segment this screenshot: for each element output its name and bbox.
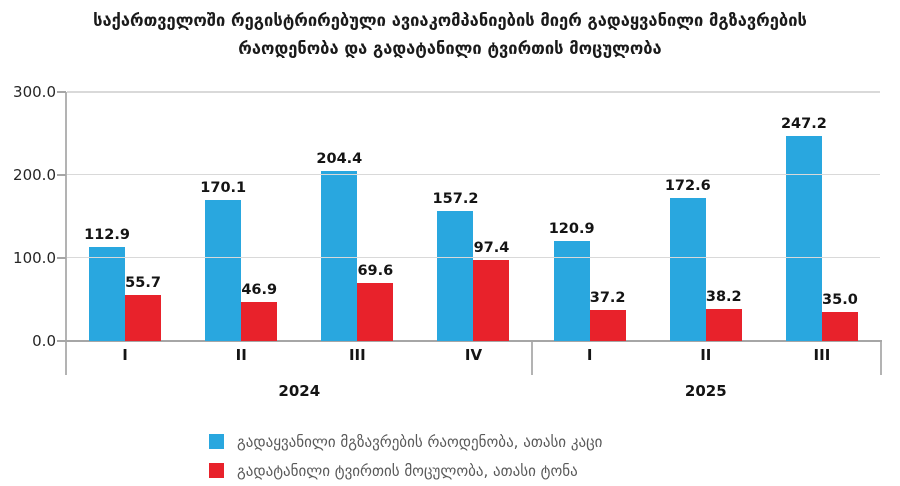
bar	[89, 247, 126, 341]
bar-column: 97.4	[473, 92, 510, 341]
legend-label-cargo: გადატანილი ტვირთის მოცულობა, ათასი ტონა	[237, 461, 578, 480]
bar-value-label: 204.4	[316, 151, 363, 168]
bar-group: 112.9 55.7	[67, 92, 183, 341]
legend-item-cargo: გადატანილი ტვირთის მოცულობა, ათასი ტონა	[209, 461, 602, 480]
quarter-label: II	[235, 346, 247, 364]
bar-value-label: 170.1	[200, 179, 247, 196]
bar-group: 247.2 35.0	[764, 92, 880, 341]
year-divider	[880, 342, 882, 375]
bar-column: 170.1	[200, 92, 246, 341]
chart-title-line1: საქართველოში რეგისტრირებული ავიაკომპანიე…	[93, 11, 807, 30]
y-tick-label: 200.0	[13, 166, 56, 184]
bar-value-label: 97.4	[473, 240, 510, 257]
bar-group: 157.2 97.4	[415, 92, 531, 341]
chart-title: საქართველოში რეგისტრირებული ავიაკომპანიე…	[0, 7, 900, 63]
y-tick-mark	[57, 340, 66, 342]
bar-column: 69.6	[357, 92, 394, 341]
y-tick-label: 100.0	[13, 249, 56, 267]
quarter-label: II	[700, 346, 712, 364]
x-axis-line	[65, 340, 882, 342]
bar	[205, 199, 242, 341]
passengers-swatch-icon	[209, 434, 224, 449]
bar-value-label: 172.6	[664, 177, 711, 194]
bar	[785, 135, 822, 341]
bar	[705, 309, 742, 341]
bar-value-label: 247.2	[780, 115, 827, 132]
year-axis-labels: 2024 2025	[67, 382, 880, 400]
bar-group: 204.4 69.6	[299, 92, 415, 341]
y-tick-mark	[57, 174, 66, 176]
bar-value-label: 35.0	[822, 291, 858, 308]
bar	[589, 310, 626, 341]
bar-column: 38.2	[705, 92, 742, 341]
y-tick-mark	[57, 91, 66, 93]
bar	[669, 197, 706, 341]
quarter-axis-labels: I II III IV I II III	[67, 346, 880, 364]
cargo-swatch-icon	[209, 463, 224, 478]
bar-column: 172.6	[665, 92, 711, 341]
bar	[473, 260, 510, 341]
gridline	[67, 91, 880, 93]
bar-column: 112.9	[84, 92, 130, 341]
bar-value-label: 55.7	[125, 274, 161, 291]
bar-column: 157.2	[433, 92, 478, 341]
y-tick-label: 300.0	[13, 83, 56, 101]
legend-item-passengers: გადაყვანილი მგზავრების რაოდენობა, ათასი …	[209, 432, 603, 451]
quarter-label: I	[586, 346, 593, 364]
bar	[553, 240, 590, 341]
quarter-label: I	[122, 346, 128, 364]
bar	[821, 311, 858, 341]
bar	[125, 294, 162, 341]
bar-group: 170.1 46.9	[183, 92, 299, 341]
quarter-label: III	[813, 346, 831, 364]
y-tick-label: 0.0	[32, 332, 56, 350]
bar-value-label: 37.2	[589, 290, 626, 307]
bar-value-label: 46.9	[241, 282, 278, 299]
bar-column: 37.2	[589, 92, 626, 341]
year-divider	[530, 342, 533, 375]
bar-column: 35.0	[821, 92, 858, 341]
year-label: 2024	[278, 382, 321, 400]
legend: გადაყვანილი მგზავრების რაოდენობა, ათასი …	[209, 432, 603, 486]
bar-value-label: 120.9	[548, 220, 595, 237]
bar-value-label: 157.2	[432, 190, 479, 207]
bar-column: 46.9	[241, 92, 278, 341]
bar-column: 204.4	[316, 92, 362, 341]
bar-column: 55.7	[125, 92, 162, 341]
gridline	[67, 256, 880, 259]
y-axis-line	[65, 92, 67, 375]
chart-title-line2: რაოდენობა და გადატანილი ტვირთის მოცულობა	[238, 39, 662, 58]
bar-group: 120.9 37.2	[532, 92, 648, 341]
year-divider	[65, 342, 67, 375]
bar-column: 247.2	[781, 92, 827, 341]
plot-area: 112.9 55.7 170.1 46.9 204.4 69.6 157.2 97.4 120.…	[67, 91, 880, 341]
bar-value-label: 69.6	[357, 263, 394, 280]
legend-label-passengers: გადაყვანილი მგზავრების რაოდენობა, ათასი …	[237, 432, 603, 451]
quarter-label: IV	[464, 346, 483, 364]
bar	[357, 283, 394, 341]
bar	[241, 302, 278, 341]
bar-group: 172.6 38.2	[648, 92, 764, 341]
bar-value-label: 112.9	[84, 227, 130, 244]
bar-column: 120.9	[549, 92, 595, 341]
quarter-label: III	[348, 346, 366, 364]
y-axis-labels: 0.0 100.0 200.0 300.0	[0, 83, 56, 350]
bar-value-label: 38.2	[705, 289, 742, 306]
bar	[321, 171, 358, 341]
year-label: 2025	[684, 382, 727, 400]
bar	[437, 210, 474, 341]
gridline	[67, 173, 880, 176]
y-tick-mark	[57, 257, 66, 259]
